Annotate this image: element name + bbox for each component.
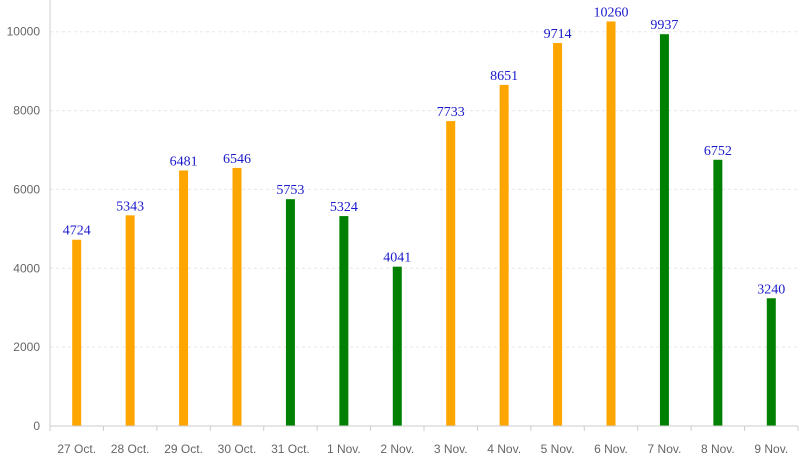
bar bbox=[659, 34, 669, 427]
bar bbox=[285, 199, 295, 426]
bar bbox=[713, 159, 723, 426]
data-label: 5343 bbox=[116, 199, 144, 214]
bars bbox=[72, 21, 776, 427]
bar bbox=[72, 239, 82, 426]
y-tick-label: 4000 bbox=[13, 261, 40, 275]
x-tick-label: 5 Nov. bbox=[541, 442, 575, 456]
data-label: 5753 bbox=[276, 183, 304, 198]
y-tick-label: 10000 bbox=[7, 25, 41, 39]
bar bbox=[232, 167, 242, 426]
data-labels: 4724 5343 6481 6546 5753 5324 4041 7733 8651 9714… bbox=[63, 5, 786, 297]
bar bbox=[446, 121, 456, 427]
data-label: 6752 bbox=[704, 144, 732, 159]
bar bbox=[339, 216, 349, 426]
bar bbox=[392, 266, 402, 426]
x-tick-label: 2 Nov. bbox=[380, 442, 414, 456]
x-tick-label: 31 Oct. bbox=[271, 442, 310, 456]
data-label: 5324 bbox=[330, 200, 358, 215]
data-label: 6546 bbox=[223, 152, 251, 167]
data-label: 9714 bbox=[544, 27, 572, 42]
x-tick-label: 29 Oct. bbox=[164, 442, 203, 456]
data-label: 10260 bbox=[594, 5, 629, 20]
x-tick-label: 1 Nov. bbox=[327, 442, 361, 456]
bar bbox=[179, 170, 189, 426]
x-tick-label: 28 Oct. bbox=[111, 442, 150, 456]
x-tick-label: 9 Nov. bbox=[754, 442, 788, 456]
x-axis: 27 Oct. 28 Oct. 29 Oct. 30 Oct. 31 Oct. 1 Nov… bbox=[49, 425, 799, 456]
x-tick-label: 8 Nov. bbox=[701, 442, 735, 456]
data-label: 8651 bbox=[490, 69, 518, 84]
x-tick-label: 6 Nov. bbox=[594, 442, 628, 456]
y-tick-label: 0 bbox=[33, 419, 40, 433]
bar bbox=[125, 215, 135, 426]
data-label: 9937 bbox=[650, 18, 678, 33]
bar bbox=[553, 42, 563, 427]
data-label: 4041 bbox=[383, 251, 411, 266]
data-label: 6481 bbox=[170, 154, 198, 169]
data-label: 7733 bbox=[437, 105, 465, 120]
y-axis: 0 2000 4000 6000 8000 10000 bbox=[7, 0, 51, 433]
x-tick-label: 27 Oct. bbox=[57, 442, 96, 456]
y-tick-label: 2000 bbox=[13, 340, 40, 354]
x-tick-label: 30 Oct. bbox=[218, 442, 257, 456]
gridlines bbox=[50, 31, 798, 348]
x-tick-label: 4 Nov. bbox=[487, 442, 521, 456]
data-label: 3240 bbox=[757, 282, 785, 297]
x-tick-label: 7 Nov. bbox=[648, 442, 682, 456]
bar bbox=[499, 84, 509, 426]
data-label: 4724 bbox=[63, 224, 91, 239]
y-tick-label: 6000 bbox=[13, 182, 40, 196]
bar bbox=[606, 21, 616, 426]
y-tick-label: 8000 bbox=[13, 104, 40, 118]
x-tick-label: 3 Nov. bbox=[434, 442, 468, 456]
bar bbox=[766, 298, 776, 426]
